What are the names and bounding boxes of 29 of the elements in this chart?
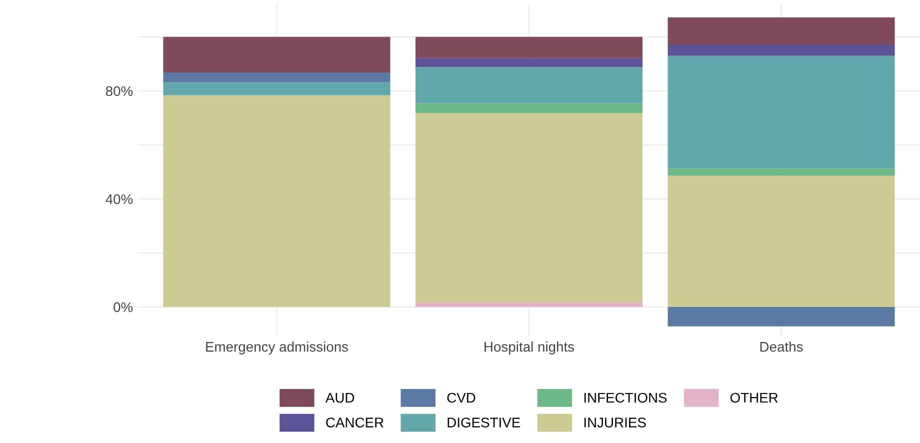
bar	[415, 67, 643, 104]
bar	[668, 168, 895, 176]
bar	[668, 306, 895, 326]
bar	[415, 113, 643, 303]
bar	[415, 103, 643, 114]
bar	[415, 58, 643, 68]
legend-label: OTHER	[730, 392, 778, 403]
bar	[163, 82, 390, 96]
legend-label: CVD	[447, 392, 476, 403]
bar	[163, 95, 390, 307]
x-tick-label: Deaths	[760, 342, 803, 352]
x-tick-label: Emergency admissions	[206, 342, 348, 354]
legend-label: CANCER	[326, 418, 384, 428]
y-tick-label: 80%	[106, 86, 133, 96]
legend-label: INFECTIONS	[584, 392, 667, 403]
legend-label: AUD	[325, 392, 354, 403]
bar	[415, 302, 643, 307]
bar	[163, 36, 390, 72]
bar	[668, 17, 895, 45]
legend-label: INJURIES	[584, 418, 646, 428]
y-tick-label: 0%	[114, 302, 133, 312]
y-tick-label: 40%	[106, 194, 133, 204]
x-tick-label: Hospital nights	[484, 342, 574, 354]
bar	[668, 176, 895, 307]
legend-label: DIGESTIVE	[448, 418, 520, 428]
bar	[668, 56, 895, 168]
bar	[163, 72, 390, 82]
bar	[415, 36, 643, 58]
bar	[668, 44, 895, 56]
